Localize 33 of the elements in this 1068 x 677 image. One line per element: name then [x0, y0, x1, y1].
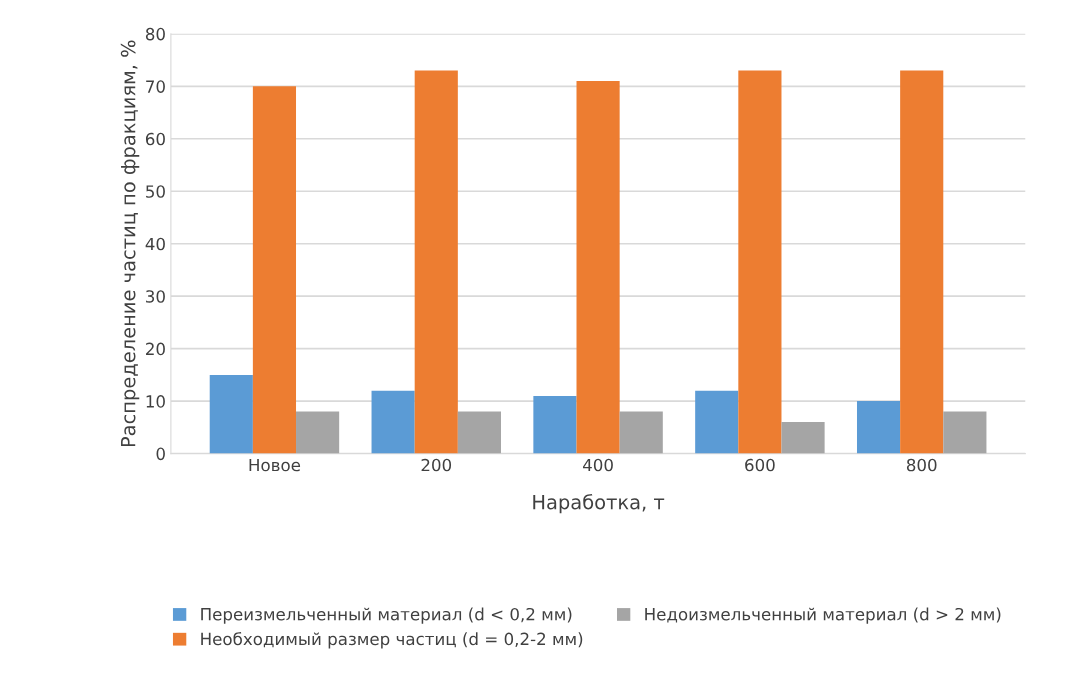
- bar: [943, 411, 987, 454]
- y-tick-label: 40: [145, 237, 165, 251]
- bar: [576, 81, 620, 454]
- bar: [533, 395, 577, 454]
- bar: [296, 411, 340, 454]
- x-tick-label: 800: [906, 458, 937, 472]
- bar: [209, 374, 253, 454]
- x-tick-label: 200: [421, 458, 452, 472]
- bar: [619, 411, 663, 454]
- y-tick-label: 20: [146, 342, 165, 356]
- bar: [252, 86, 297, 454]
- x-tick-label: 400: [582, 458, 613, 472]
- y-tick-label: 60: [145, 132, 165, 146]
- x-tick-label: Новое: [249, 458, 301, 472]
- y-axis-title: Распределение частиц по фракциям, %: [120, 40, 140, 447]
- bar: [371, 390, 415, 454]
- bar: [781, 422, 825, 454]
- bar: [738, 70, 782, 454]
- x-tick-label: 600: [745, 458, 775, 472]
- y-tick-label: 10: [146, 395, 165, 408]
- bar: [457, 411, 501, 454]
- bar: [695, 390, 739, 454]
- y-tick-label: 30: [146, 290, 165, 303]
- y-tick-label: 80: [145, 27, 165, 41]
- legend-label: Необходимый размер частиц (d = 0,2-2 мм): [201, 632, 583, 649]
- y-tick-label: 70: [146, 80, 165, 93]
- x-axis-title: Наработка, т: [533, 494, 665, 514]
- legend-label: Недоизмельченный материал (d > 2 мм): [645, 607, 1001, 624]
- bar: [900, 70, 944, 454]
- y-tick-label: 50: [146, 185, 165, 198]
- y-tick-label: 0: [156, 447, 165, 461]
- legend-label: Переизмельченный материал (d < 0,2 мм): [201, 607, 572, 624]
- bar: [414, 70, 458, 454]
